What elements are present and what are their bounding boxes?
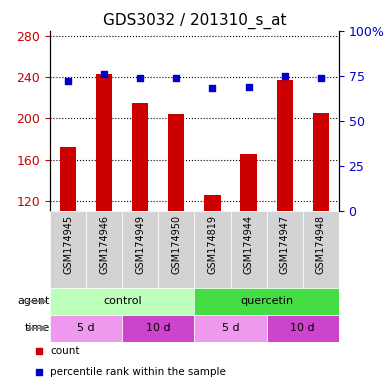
Point [101, 71, 107, 77]
Bar [276, 80, 293, 211]
Point [281, 73, 288, 79]
Point [65, 78, 71, 84]
Text: agent: agent [18, 296, 50, 306]
Text: count: count [50, 346, 80, 356]
Bar [60, 147, 76, 211]
Bar [122, 211, 158, 288]
Bar [86, 211, 122, 288]
Bar [194, 288, 339, 315]
Bar [266, 315, 339, 342]
Point [137, 74, 143, 81]
Point [318, 74, 324, 81]
Bar [231, 211, 266, 288]
Text: GSM174944: GSM174944 [244, 215, 254, 274]
Bar [266, 211, 303, 288]
Text: 5 d: 5 d [222, 323, 239, 333]
Text: quercetin: quercetin [240, 296, 293, 306]
Text: GSM174949: GSM174949 [135, 215, 145, 274]
Text: percentile rank within the sample: percentile rank within the sample [50, 367, 226, 377]
Bar [158, 211, 194, 288]
Point [209, 85, 216, 91]
Bar [50, 288, 194, 315]
Bar [241, 154, 257, 211]
Bar [194, 315, 266, 342]
Bar [96, 74, 112, 211]
Bar [132, 103, 148, 211]
Text: GSM174946: GSM174946 [99, 215, 109, 274]
Text: 10 d: 10 d [146, 323, 171, 333]
Text: time: time [25, 323, 50, 333]
Text: 5 d: 5 d [77, 323, 95, 333]
Point [173, 74, 179, 81]
Title: GDS3032 / 201310_s_at: GDS3032 / 201310_s_at [103, 13, 286, 29]
Point [246, 84, 252, 90]
Bar [313, 113, 329, 211]
Text: GSM174947: GSM174947 [280, 215, 290, 274]
Bar [50, 211, 86, 288]
Bar [194, 211, 231, 288]
Text: GSM174948: GSM174948 [316, 215, 326, 274]
Text: 10 d: 10 d [290, 323, 315, 333]
Text: GSM174945: GSM174945 [63, 215, 73, 274]
Bar [204, 195, 221, 211]
Bar [303, 211, 339, 288]
Bar [168, 114, 184, 211]
Text: control: control [103, 296, 142, 306]
Text: GSM174950: GSM174950 [171, 215, 181, 274]
Bar [50, 315, 122, 342]
Bar [122, 315, 194, 342]
Text: GSM174819: GSM174819 [208, 215, 218, 274]
